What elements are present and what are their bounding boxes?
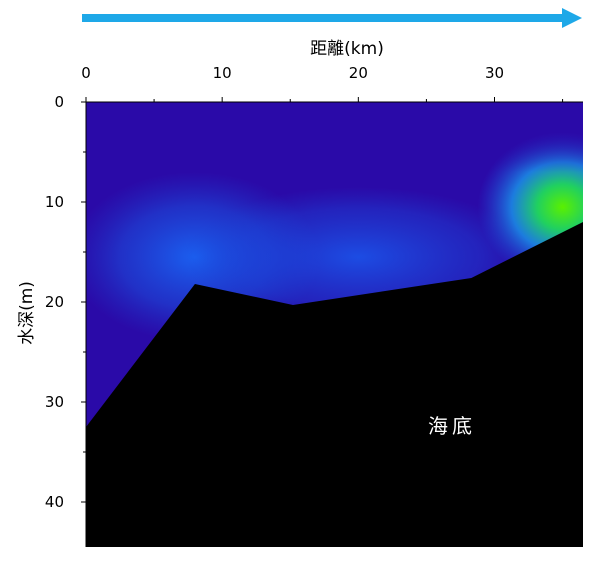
x-tick-label: 30 bbox=[485, 64, 504, 82]
x-tick-label: 20 bbox=[349, 64, 368, 82]
plot-area bbox=[86, 102, 583, 547]
x-axis-ticks: 0 10 20 30 bbox=[81, 64, 564, 102]
x-tick-label: 10 bbox=[213, 64, 232, 82]
seabed-area bbox=[86, 222, 583, 547]
x-axis-title: 距離(km) bbox=[310, 39, 384, 59]
y-tick-label: 10 bbox=[45, 193, 64, 211]
y-tick-label: 40 bbox=[45, 493, 64, 511]
y-tick-label: 0 bbox=[54, 93, 64, 111]
distance-arrow bbox=[82, 8, 582, 28]
y-tick-label: 30 bbox=[45, 393, 64, 411]
y-tick-label: 20 bbox=[45, 293, 64, 311]
seabed-label: 海底 bbox=[428, 414, 476, 438]
surface-layer bbox=[86, 102, 583, 172]
y-axis-title: 水深(m) bbox=[17, 281, 37, 345]
x-tick-label: 0 bbox=[81, 64, 91, 82]
y-axis-ticks: 0 10 20 30 40 bbox=[45, 93, 86, 511]
